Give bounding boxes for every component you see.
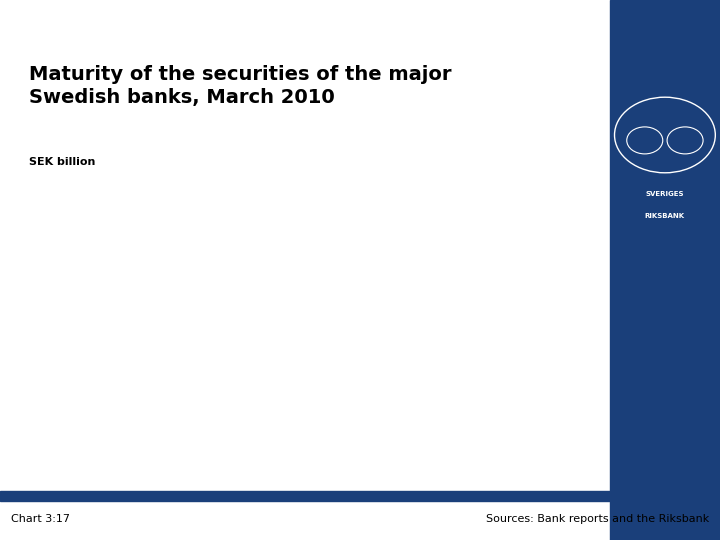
Text: RIKSBANK: RIKSBANK: [645, 213, 685, 219]
Text: Sources: Bank reports and the Riksbank: Sources: Bank reports and the Riksbank: [486, 515, 709, 524]
Text: Chart 3:17: Chart 3:17: [11, 515, 70, 524]
Text: SEK billion: SEK billion: [29, 157, 95, 167]
Bar: [610, 0, 720, 540]
Bar: [0, 491, 720, 501]
Text: Maturity of the securities of the major
Swedish banks, March 2010: Maturity of the securities of the major …: [29, 65, 451, 106]
Text: SVERIGES: SVERIGES: [646, 191, 684, 198]
